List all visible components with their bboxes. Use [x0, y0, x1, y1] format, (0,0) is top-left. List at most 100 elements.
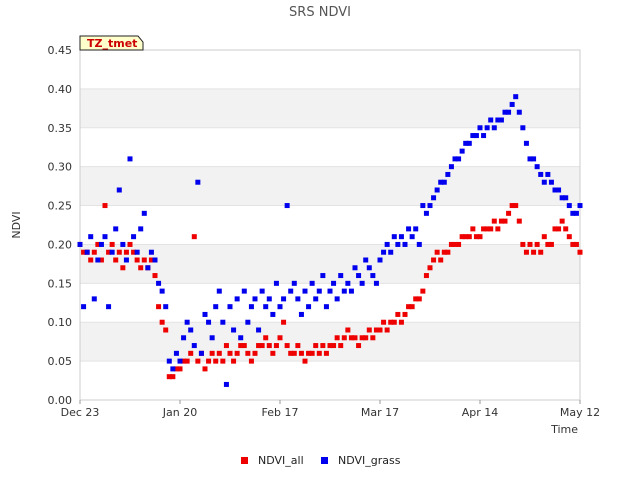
grid-bands [80, 88, 580, 362]
legend: NDVI_all NDVI_grass [241, 454, 401, 467]
data-point [384, 327, 390, 333]
data-point [398, 319, 404, 325]
data-point [106, 249, 112, 255]
data-point [195, 179, 201, 185]
data-point [388, 249, 394, 255]
data-point [559, 218, 565, 224]
data-point [152, 273, 158, 279]
x-axis-label: Time [550, 423, 578, 436]
data-point [359, 335, 365, 341]
data-point [352, 335, 358, 341]
data-point [384, 241, 390, 247]
data-point [456, 241, 462, 247]
data-point [159, 288, 165, 294]
data-point [509, 203, 515, 209]
data-point [306, 350, 312, 356]
data-point [184, 358, 190, 364]
data-point [238, 343, 244, 349]
data-point [302, 358, 308, 364]
data-point [113, 226, 119, 232]
data-point [463, 140, 469, 146]
data-point [223, 381, 229, 387]
data-points [77, 94, 583, 387]
data-point [191, 234, 197, 240]
data-point [291, 280, 297, 286]
data-point [202, 366, 208, 372]
data-point [331, 343, 337, 349]
data-point [488, 226, 494, 232]
data-point [288, 288, 294, 294]
data-point [516, 218, 522, 224]
data-point [323, 304, 329, 310]
data-point [127, 156, 133, 162]
grid-band [80, 244, 580, 284]
data-point [95, 257, 101, 263]
data-point [109, 249, 115, 255]
data-point [359, 280, 365, 286]
data-point [481, 133, 487, 139]
data-point [95, 241, 101, 247]
data-point [316, 350, 322, 356]
data-point [88, 234, 94, 240]
data-point [256, 343, 262, 349]
data-point [427, 265, 433, 271]
data-point [484, 125, 490, 131]
data-point [448, 241, 454, 247]
data-point [213, 358, 219, 364]
data-point [163, 304, 169, 310]
data-point [395, 311, 401, 317]
data-point [127, 241, 133, 247]
data-point [370, 273, 376, 279]
data-point [448, 164, 454, 170]
data-point [338, 343, 344, 349]
x-tick-label: Apr 14 [462, 406, 499, 419]
data-point [320, 273, 326, 279]
data-point [477, 234, 483, 240]
data-point [331, 280, 337, 286]
data-point [438, 257, 444, 263]
y-axis-ticks: 0.00 0.05 0.10 0.15 0.20 0.25 0.30 0.35 0.40 0.45 [48, 44, 73, 407]
data-point [295, 343, 301, 349]
data-point [191, 343, 197, 349]
data-point [148, 257, 154, 263]
data-point [488, 117, 494, 123]
x-tick-label: Dec 23 [61, 406, 100, 419]
data-point [491, 218, 497, 224]
data-point [456, 156, 462, 162]
data-point [156, 280, 162, 286]
data-point [413, 226, 419, 232]
y-tick-label: 0.20 [48, 238, 73, 251]
data-point [259, 343, 265, 349]
data-point [123, 249, 129, 255]
data-point [323, 350, 329, 356]
data-point [120, 265, 126, 271]
data-point [481, 226, 487, 232]
data-point [170, 374, 176, 380]
data-point [166, 358, 172, 364]
data-point [313, 343, 319, 349]
data-point [316, 288, 322, 294]
y-axis-label: NDVI [10, 211, 23, 238]
data-point [538, 249, 544, 255]
data-point [138, 226, 144, 232]
data-point [309, 280, 315, 286]
data-point [263, 304, 269, 310]
data-point [491, 125, 497, 131]
data-point [120, 241, 126, 247]
data-point [188, 327, 194, 333]
data-point [370, 335, 376, 341]
data-point [241, 343, 247, 349]
data-point [377, 257, 383, 263]
data-point [556, 187, 562, 193]
data-point [184, 319, 190, 325]
data-point [270, 311, 276, 317]
data-point [509, 101, 515, 107]
data-point [248, 358, 254, 364]
data-point [231, 327, 237, 333]
data-point [563, 226, 569, 232]
data-point [566, 203, 572, 209]
legend-swatch-ndvi-all [241, 457, 248, 464]
data-point [327, 288, 333, 294]
data-point [388, 319, 394, 325]
data-point [252, 350, 258, 356]
